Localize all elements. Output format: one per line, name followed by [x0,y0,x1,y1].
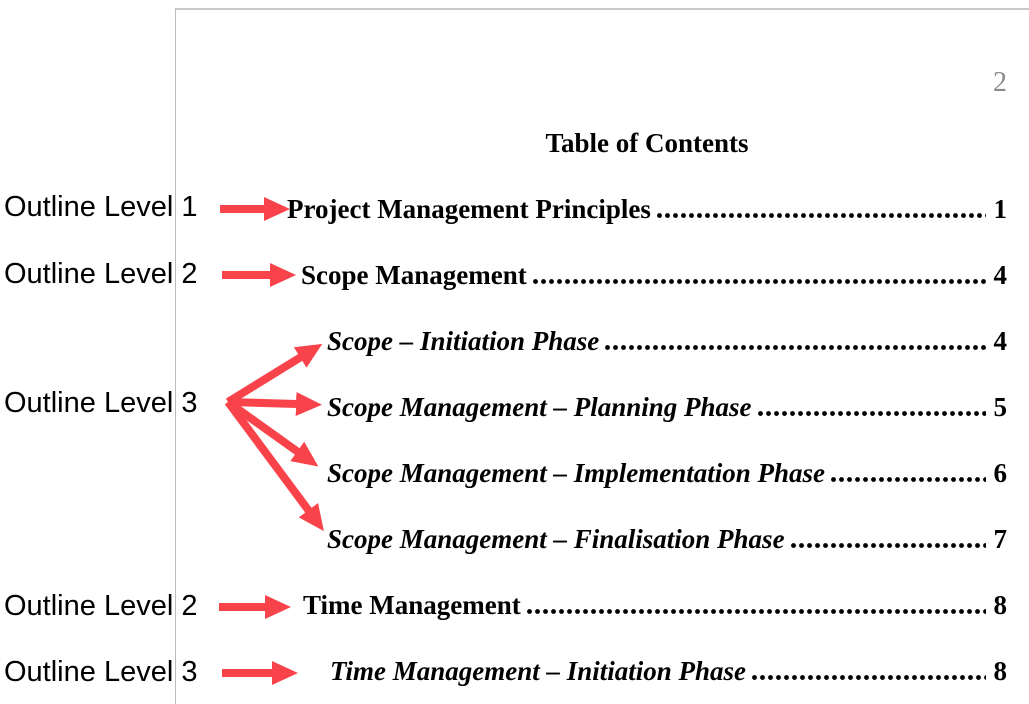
toc-entry-page: 4 [993,326,1008,356]
dot-leader [831,477,986,482]
toc-entry-label: Time Management – Initiation Phase [330,656,747,686]
page-number: 2 [993,67,1007,98]
toc-entry-page: 8 [993,656,1008,686]
toc-entry[interactable]: Scope – Initiation Phase 4 [327,324,1007,358]
toc-entry[interactable]: Time Management 8 [303,588,1007,622]
annotation-outline-level-3b: Outline Level 3 [4,656,198,688]
toc-entry-page: 5 [993,392,1008,422]
toc-entry-page: 4 [993,260,1008,290]
toc-entry[interactable]: Project Management Principles 1 [287,192,1007,226]
page-title: Table of Contents [545,128,749,158]
toc-entry-label: Scope Management – Implementation Phase [327,458,826,488]
toc-entry-label: Scope – Initiation Phase [327,326,600,356]
toc-entry-label: Project Management Principles [287,194,651,224]
toc-entry-page: 1 [993,194,1008,224]
dot-leader [526,609,986,614]
toc-entry[interactable]: Scope Management – Implementation Phase … [327,456,1007,490]
page-border [175,8,1029,704]
dot-leader [532,279,986,284]
toc-entry-label: Scope Management [301,260,527,290]
annotation-outline-level-2: Outline Level 2 [4,258,198,290]
toc-entry-page: 7 [993,524,1008,554]
dot-leader [752,675,986,680]
toc-entry-label: Scope Management – Finalisation Phase [327,524,785,554]
toc-entry-page: 8 [993,590,1008,620]
dot-leader [757,411,986,416]
toc-entry-label: Time Management [303,590,521,620]
toc-entry[interactable]: Scope Management – Planning Phase 5 [327,390,1007,424]
dot-leader [656,213,986,218]
toc-entry[interactable]: Time Management – Initiation Phase 8 [330,654,1007,688]
dot-leader [790,543,986,548]
annotation-outline-level-1: Outline Level 1 [4,191,198,223]
dot-leader [605,345,986,350]
toc-entry[interactable]: Scope Management – Finalisation Phase 7 [327,522,1007,556]
annotation-outline-level-2b: Outline Level 2 [4,590,198,622]
toc-entry-label: Scope Management – Planning Phase [327,392,752,422]
annotation-outline-level-3: Outline Level 3 [4,387,198,419]
toc-entry-page: 6 [993,458,1008,488]
toc-entry[interactable]: Scope Management 4 [301,258,1007,292]
